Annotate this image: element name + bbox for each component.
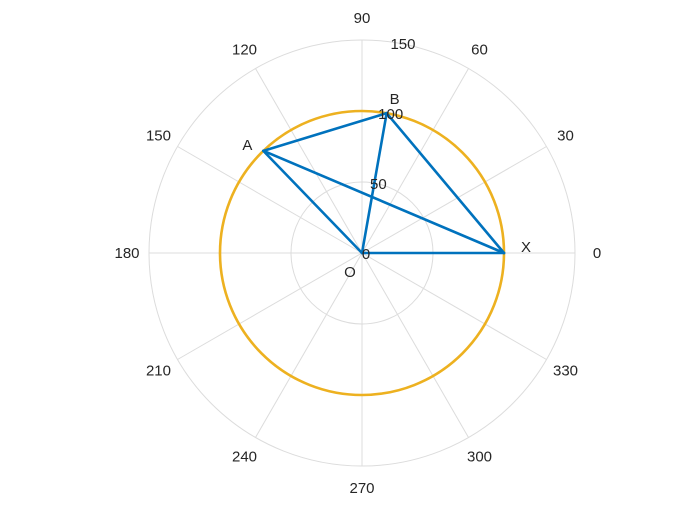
theta-grid-line [361,252,469,438]
theta-tick-label: 90 [354,10,371,27]
theta-tick-label: 60 [471,41,488,58]
segment-a-b [262,111,388,153]
theta-tick-label: 180 [114,245,139,262]
theta-tick-label: 330 [553,363,578,380]
theta-grid-line [361,146,547,254]
theta-grid-line [361,68,469,254]
theta-grid-line [361,252,547,360]
point-label-a: A [242,137,252,154]
theta-grid-line [255,68,363,254]
theta-grid-line [177,252,363,360]
segment-b-x [385,111,506,255]
point-label-o: O [344,264,356,281]
point-label-b: B [390,91,400,108]
r-tick-label: 100 [378,106,403,123]
label-layer: 0 30 60 90 120 150 180 210 240 270 300 330 0 50 100 150… [114,10,601,497]
theta-tick-label: 210 [146,363,171,380]
theta-tick-label: 30 [557,128,574,145]
theta-tick-label: 270 [349,480,374,497]
theta-grid-line [177,146,363,254]
theta-tick-label: 240 [232,449,257,466]
data-layer [218,109,506,397]
segment-o-a [262,149,364,255]
theta-tick-label: 300 [467,449,492,466]
r-tick-label: 0 [362,246,370,263]
theta-tick-label: 120 [232,41,257,58]
segment-b-o [360,111,388,255]
point-label-x: X [521,239,531,256]
r-tick-label: 50 [370,176,387,193]
theta-tick-label: 0 [593,245,601,262]
theta-grid-line [255,252,363,438]
theta-tick-label: 150 [146,128,171,145]
segment-x-a [262,149,506,255]
r-tick-label: 150 [390,36,415,53]
